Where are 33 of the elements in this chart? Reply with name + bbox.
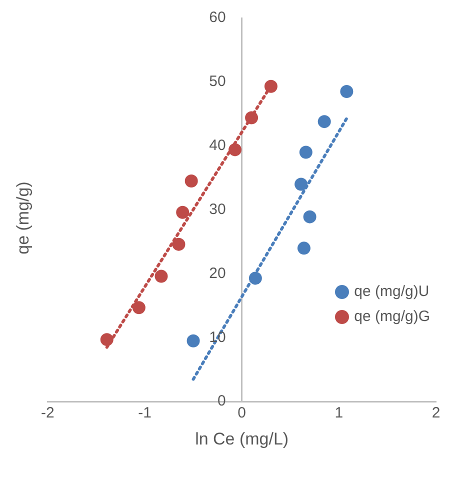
x-axis-title: ln Ce (mg/L) [195,429,289,448]
point [299,146,312,159]
point [100,333,114,346]
y-tick-label: 50 [209,73,226,90]
point [154,270,168,283]
y-tick-label: 40 [209,137,226,154]
point [228,143,242,156]
legend-label: qe (mg/g)U [354,283,430,300]
x-tick-label: 1 [334,404,344,422]
point [297,242,310,255]
x-tick-label: 0 [238,404,246,422]
y-tick-label: 30 [209,200,226,218]
point [245,111,258,124]
y-tick-label: 60 [209,9,226,26]
point [186,334,200,348]
y-axis-title: qe (mg/g) [13,182,33,254]
point [184,174,198,188]
x-tick-label: -1 [138,404,152,422]
point [248,272,262,285]
point [176,206,190,219]
y-tick-label: 20 [209,264,226,282]
y-tick-label: 10 [209,328,226,346]
point [318,115,331,128]
legend-label: qe (mg/g)G [354,308,430,325]
x-tick-label: 2 [432,404,440,422]
point [340,85,354,98]
x-tick-label: -2 [40,404,54,422]
y-tick-label: 0 [217,392,226,410]
point [264,80,278,93]
point [172,238,186,251]
point [303,210,316,224]
point [294,178,308,191]
point [132,301,146,314]
